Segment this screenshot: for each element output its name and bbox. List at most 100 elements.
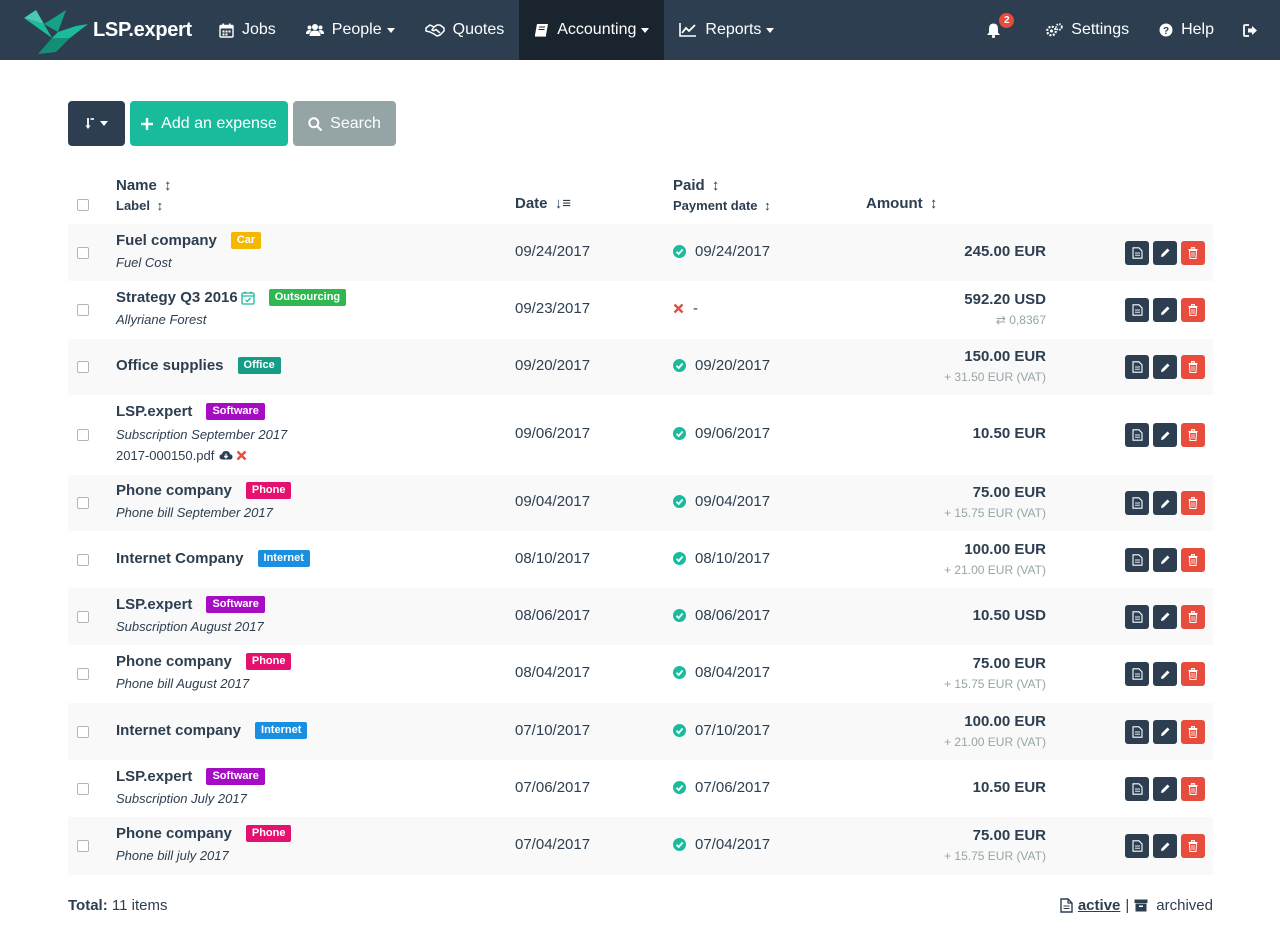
attachment-filename[interactable]: 2017-000150.pdf bbox=[116, 448, 215, 463]
expense-name[interactable]: Internet company Internet bbox=[116, 721, 308, 739]
expense-name[interactable]: Phone company Phone bbox=[116, 482, 292, 499]
notifications-button[interactable]: 2 bbox=[966, 0, 1021, 60]
view-document-button[interactable] bbox=[1125, 547, 1149, 572]
sort-by-date[interactable]: Date ↓≡ bbox=[515, 195, 571, 212]
expense-name[interactable]: Strategy Q3 2016 Outsourcing bbox=[116, 289, 347, 306]
sort-dropdown-button[interactable] bbox=[68, 101, 125, 146]
category-tag: Software bbox=[206, 595, 265, 613]
nav-help[interactable]: ? Help bbox=[1144, 0, 1229, 60]
view-document-button[interactable] bbox=[1125, 355, 1149, 379]
expense-date: 09/23/2017 bbox=[515, 300, 591, 317]
view-document-button[interactable] bbox=[1125, 423, 1149, 447]
svg-text:?: ? bbox=[1163, 26, 1169, 37]
edit-button[interactable] bbox=[1153, 604, 1177, 629]
delete-button[interactable] bbox=[1181, 298, 1205, 322]
edit-button[interactable] bbox=[1153, 776, 1177, 801]
sort-by-amount[interactable]: Amount ↕ bbox=[866, 195, 937, 212]
check-circle-icon bbox=[673, 780, 686, 794]
row-checkbox[interactable] bbox=[77, 782, 89, 795]
row-checkbox[interactable] bbox=[77, 668, 89, 680]
edit-button[interactable] bbox=[1153, 240, 1177, 265]
remove-attachment-icon[interactable] bbox=[236, 450, 247, 461]
row-checkbox[interactable] bbox=[77, 553, 89, 566]
view-document-button[interactable] bbox=[1125, 776, 1149, 801]
total-label: Total: bbox=[68, 897, 108, 914]
expense-name[interactable]: Internet Company Internet bbox=[116, 549, 310, 567]
trash-icon bbox=[1188, 668, 1198, 680]
nav-jobs[interactable]: Jobs bbox=[204, 0, 291, 60]
delete-button[interactable] bbox=[1181, 834, 1205, 858]
view-document-button[interactable] bbox=[1125, 298, 1149, 322]
handshake-icon bbox=[424, 23, 445, 37]
category-tag: Phone bbox=[245, 825, 292, 842]
expense-name[interactable]: Phone company Phone bbox=[116, 653, 292, 670]
delete-button[interactable] bbox=[1181, 423, 1205, 447]
view-document-button[interactable] bbox=[1125, 834, 1149, 858]
check-circle-icon bbox=[673, 244, 686, 258]
edit-button[interactable] bbox=[1153, 491, 1177, 515]
select-all-checkbox[interactable] bbox=[77, 199, 89, 211]
sort-by-paid[interactable]: Paid ↕ bbox=[673, 177, 719, 194]
cloud-download-icon[interactable] bbox=[219, 450, 233, 461]
check-circle-icon bbox=[673, 666, 686, 679]
expense-name[interactable]: Fuel company Car bbox=[116, 231, 262, 249]
edit-button[interactable] bbox=[1153, 547, 1177, 572]
row-checkbox[interactable] bbox=[77, 361, 89, 373]
delete-button[interactable] bbox=[1181, 776, 1205, 801]
expense-name[interactable]: Office supplies Office bbox=[116, 357, 281, 374]
row-checkbox[interactable] bbox=[77, 725, 89, 738]
delete-button[interactable] bbox=[1181, 547, 1205, 572]
toolbar: Add an expense Search bbox=[68, 101, 396, 146]
view-document-button[interactable] bbox=[1125, 604, 1149, 629]
sort-by-name[interactable]: Name ↕ bbox=[116, 177, 172, 194]
edit-button[interactable] bbox=[1153, 423, 1177, 447]
view-document-button[interactable] bbox=[1125, 491, 1149, 515]
pencil-icon bbox=[1160, 247, 1171, 258]
row-checkbox[interactable] bbox=[77, 304, 89, 316]
sort-by-payment-date[interactable]: Payment date ↕ bbox=[673, 198, 771, 213]
view-document-button[interactable] bbox=[1125, 240, 1149, 265]
logout-button[interactable] bbox=[1229, 0, 1280, 60]
paid-status: 07/06/2017 bbox=[673, 779, 770, 796]
nav-accounting[interactable]: Accounting bbox=[519, 0, 665, 60]
edit-button[interactable] bbox=[1153, 662, 1177, 686]
status-filter: active | archived bbox=[1060, 897, 1213, 914]
edit-button[interactable] bbox=[1153, 355, 1177, 379]
delete-button[interactable] bbox=[1181, 355, 1205, 379]
add-expense-button[interactable]: Add an expense bbox=[130, 101, 288, 146]
row-checkbox[interactable] bbox=[77, 840, 89, 852]
delete-button[interactable] bbox=[1181, 240, 1205, 265]
row-checkbox[interactable] bbox=[77, 610, 89, 623]
cross-icon bbox=[673, 303, 684, 314]
expense-name[interactable]: Phone company Phone bbox=[116, 825, 292, 842]
expense-name[interactable]: LSP.expert Software bbox=[116, 767, 265, 785]
table-row: Internet company Internet 07/10/2017 07/10/… bbox=[68, 703, 1213, 760]
sign-out-icon bbox=[1243, 23, 1258, 37]
nav-reports[interactable]: Reports bbox=[664, 0, 789, 60]
delete-button[interactable] bbox=[1181, 662, 1205, 686]
edit-button[interactable] bbox=[1153, 719, 1177, 744]
pencil-icon bbox=[1160, 305, 1171, 316]
edit-button[interactable] bbox=[1153, 834, 1177, 858]
row-checkbox[interactable] bbox=[77, 497, 89, 509]
row-checkbox[interactable] bbox=[77, 429, 89, 441]
expense-name[interactable]: LSP.expert Software bbox=[116, 403, 265, 420]
active-filter-link[interactable]: active bbox=[1077, 897, 1121, 914]
trash-icon bbox=[1188, 246, 1198, 259]
nav-settings[interactable]: Settings bbox=[1031, 0, 1144, 60]
view-document-button[interactable] bbox=[1125, 719, 1149, 744]
bird-logo-icon bbox=[24, 10, 88, 54]
edit-button[interactable] bbox=[1153, 298, 1177, 322]
brand[interactable]: LSP.expert bbox=[0, 0, 204, 60]
expense-name[interactable]: LSP.expert Software bbox=[116, 595, 265, 613]
nav-quotes[interactable]: Quotes bbox=[410, 0, 520, 60]
search-button[interactable]: Search bbox=[293, 101, 396, 146]
row-checkbox[interactable] bbox=[77, 246, 89, 259]
archived-filter-link[interactable]: archived bbox=[1156, 897, 1213, 914]
nav-people[interactable]: People bbox=[291, 0, 410, 60]
view-document-button[interactable] bbox=[1125, 662, 1149, 686]
delete-button[interactable] bbox=[1181, 719, 1205, 744]
delete-button[interactable] bbox=[1181, 604, 1205, 629]
sort-by-label[interactable]: Label ↕ bbox=[116, 198, 163, 213]
delete-button[interactable] bbox=[1181, 491, 1205, 515]
